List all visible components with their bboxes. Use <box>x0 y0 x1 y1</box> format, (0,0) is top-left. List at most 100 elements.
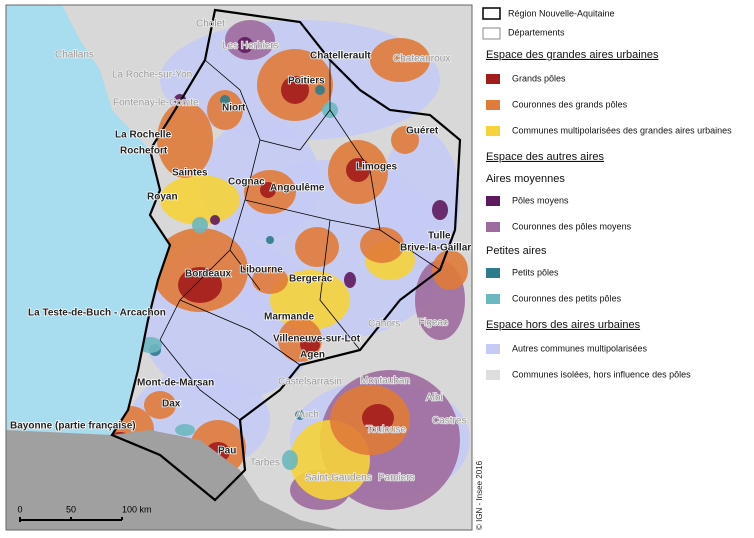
area <box>282 450 298 470</box>
legend-label: Communes isolées, hors influence des pôl… <box>512 369 691 379</box>
scale-bar: 0 50 100 km <box>17 504 152 522</box>
area <box>160 175 240 225</box>
city-label: Castelsarrasin <box>278 377 342 388</box>
area <box>391 126 419 154</box>
area <box>346 158 370 182</box>
city-label: Bergerac <box>289 274 333 285</box>
area <box>295 227 339 267</box>
city-label: Rochefort <box>120 146 168 157</box>
legend-label: Petits pôles <box>512 267 559 277</box>
map: Cholet Les Herbiers Challans La Roche-sur-Y… <box>6 5 483 530</box>
area <box>207 90 243 130</box>
city-label: Challans <box>55 50 94 61</box>
city-label: Royan <box>147 192 178 203</box>
legend-swatch <box>486 294 500 304</box>
legend-swatch <box>486 268 500 278</box>
area <box>295 410 305 420</box>
city-label: Niort <box>222 103 246 114</box>
legend-section-title: Espace des grandes aires urbaines <box>486 49 659 61</box>
area <box>252 266 288 294</box>
area <box>260 182 276 198</box>
city-label: Pau <box>218 446 236 457</box>
city-label: Figeac <box>418 318 448 329</box>
legend-swatch <box>486 370 500 380</box>
legend-section-title: Espace hors des aires urbaines <box>486 319 641 331</box>
city-label: La Roche-sur-Yon <box>112 70 192 81</box>
legend-group-title: Aires moyennes <box>486 173 565 185</box>
city-label: Montauban <box>360 376 410 387</box>
department-swatch <box>482 27 501 40</box>
city-label: Auch <box>296 410 319 421</box>
city-label: Angoulême <box>270 183 325 194</box>
region-boundary <box>110 8 462 502</box>
area <box>175 424 195 436</box>
legend-label: Région Nouvelle-Aquitaine <box>508 8 615 18</box>
legend-swatch <box>486 196 500 206</box>
scale-label: 50 <box>66 504 76 514</box>
area <box>370 38 430 82</box>
area <box>144 391 176 419</box>
area <box>432 200 448 220</box>
city-label: Poitiers <box>288 76 325 87</box>
city-label: Brive-la-Gaillarde <box>400 243 483 254</box>
legend-group-title: Petites aires <box>486 245 547 257</box>
city-label: Tulle <box>428 231 451 242</box>
scale-label: 100 km <box>122 504 152 514</box>
region-swatch <box>482 7 501 20</box>
city-label: La Teste-de-Buch - Arcachon <box>28 308 166 319</box>
area <box>266 236 274 244</box>
city-label: Marmande <box>264 312 314 323</box>
legend: Région Nouvelle-Aquitaine Départements E… <box>482 7 732 380</box>
legend-label: Communes multipolarisées des grandes air… <box>512 125 732 135</box>
area <box>270 270 350 330</box>
area <box>220 95 230 105</box>
sea <box>6 5 170 435</box>
city-label: Chatellerault <box>310 51 371 62</box>
department-boundaries <box>159 59 441 421</box>
legend-label: Autres communes multipolarisées <box>512 343 648 353</box>
city-label: Limoges <box>356 162 398 173</box>
city-label: Cahors <box>368 319 400 330</box>
city-label: Libourne <box>240 265 283 276</box>
legend-swatch <box>486 74 500 84</box>
city-label: Tarbes <box>250 458 280 469</box>
area <box>281 76 309 104</box>
area <box>360 227 404 263</box>
area <box>300 337 320 353</box>
city-label: Toulouse <box>366 425 406 436</box>
city-label: Bordeaux <box>185 269 232 280</box>
legend-label: Couronnes des grands pôles <box>512 99 628 109</box>
city-labels: Cholet Les Herbiers Challans La Roche-sur-Y… <box>9 18 483 485</box>
area <box>362 404 394 432</box>
city-label: Les Herbiers <box>222 41 279 52</box>
area <box>210 215 220 225</box>
legend-swatch <box>486 344 500 354</box>
credit: © IGN - Insee 2016 <box>475 460 484 530</box>
legend-label: Couronnes des petits pôles <box>512 293 622 303</box>
city-label: Dax <box>162 399 181 410</box>
city-label: Villeneuve-sur-Lot <box>273 334 361 345</box>
city-label: Castres <box>432 416 466 427</box>
map-frame <box>5 4 473 531</box>
legend-swatch <box>486 222 500 232</box>
legend-label: Départements <box>508 27 565 37</box>
spain <box>6 430 340 530</box>
scale-line <box>19 517 123 522</box>
area <box>344 272 356 288</box>
area <box>192 217 208 233</box>
city-label: Agen <box>300 350 325 361</box>
legend-label: Pôles moyens <box>512 195 569 205</box>
city-label: Saint-Gaudens <box>305 473 372 484</box>
area <box>315 85 325 95</box>
legend-swatch <box>486 100 500 110</box>
map-areas <box>106 20 470 510</box>
area <box>178 267 222 303</box>
legend-label: Couronnes des pôles moyens <box>512 221 632 231</box>
area <box>432 250 468 290</box>
legend-section-title: Espace des autres aires <box>486 151 605 163</box>
city-label: Mont-de-Marsan <box>137 378 214 389</box>
area <box>237 37 253 53</box>
city-label: Cognac <box>228 177 265 188</box>
